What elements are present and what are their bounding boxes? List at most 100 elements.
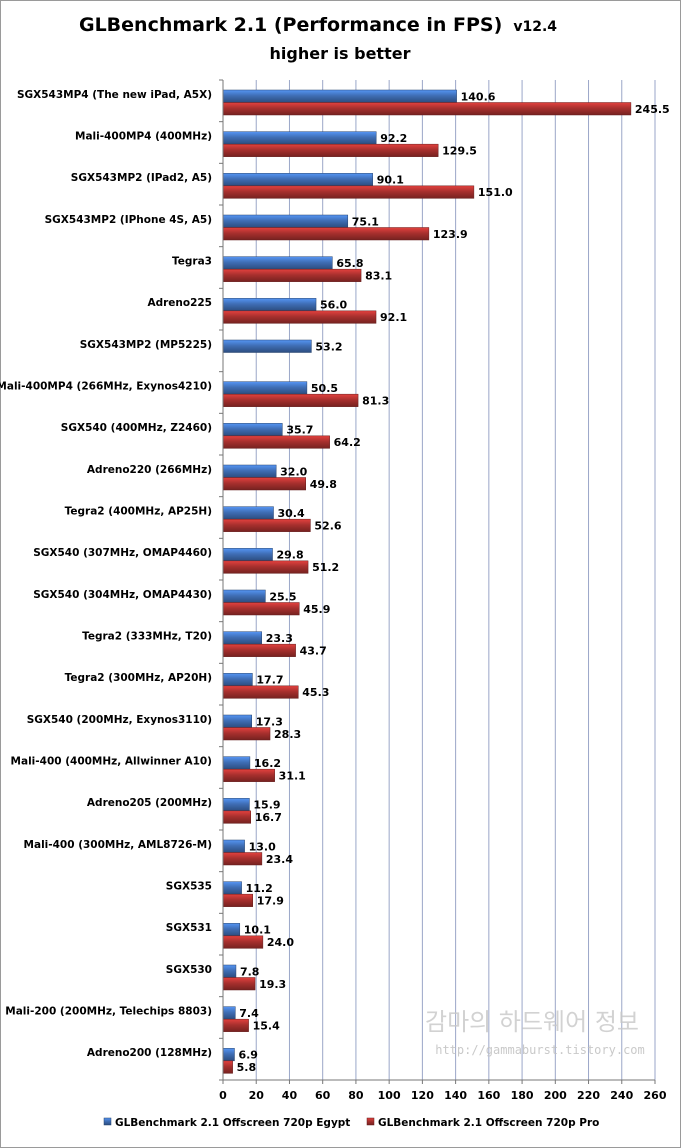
bar-pro xyxy=(222,1018,249,1032)
x-tick-label: 80 xyxy=(348,1089,364,1102)
data-label-pro: 17.9 xyxy=(257,894,284,907)
category-label: Tegra2 (400MHz, AP25H) xyxy=(65,506,212,518)
bar-egypt xyxy=(222,839,245,853)
bar-egypt xyxy=(222,1048,235,1062)
data-label-pro: 51.2 xyxy=(312,561,339,574)
gridlines xyxy=(255,80,656,1080)
data-label-pro: 245.5 xyxy=(635,103,670,116)
category-label: SGX540 (200MHz, Exynos3110) xyxy=(27,714,212,726)
bar-egypt xyxy=(222,631,262,645)
bar-pro xyxy=(222,1060,233,1074)
data-label-egypt: 75.1 xyxy=(352,215,379,228)
data-label-pro: 5.8 xyxy=(237,1061,256,1074)
watermark: 감마의 하드웨어 정보 http://gammaburst.tistory.co… xyxy=(425,1008,645,1057)
x-tick-label: 20 xyxy=(249,1089,265,1102)
x-tick-label: 220 xyxy=(577,1089,600,1102)
bar-egypt xyxy=(222,464,277,478)
bar-egypt xyxy=(222,381,308,395)
bar-egypt xyxy=(222,881,242,895)
category-label: SGX540 (307MHz, OMAP4460) xyxy=(33,547,212,559)
data-label-pro: 43.7 xyxy=(300,644,327,657)
data-label-egypt: 10.1 xyxy=(244,924,271,937)
bar-egypt xyxy=(222,964,237,978)
bar-egypt xyxy=(222,256,333,270)
bar-pro xyxy=(222,560,309,574)
data-label-egypt: 11.2 xyxy=(246,882,273,895)
data-label-pro: 23.4 xyxy=(266,853,293,866)
data-label-pro: 92.1 xyxy=(380,311,407,324)
data-label-pro: 123.9 xyxy=(433,228,468,241)
x-tick-label: 100 xyxy=(378,1089,401,1102)
data-label-egypt: 23.3 xyxy=(266,632,293,645)
bar-pro xyxy=(222,852,263,866)
category-label: SGX535 xyxy=(166,881,212,893)
chart-title-version: v12.4 xyxy=(513,19,557,35)
category-label: SGX543MP2 (IPhone 4S, A5) xyxy=(45,214,212,226)
bar-egypt xyxy=(222,214,349,228)
x-tick-label: 160 xyxy=(477,1089,500,1102)
data-label-egypt: 56.0 xyxy=(320,299,347,312)
data-label-egypt: 13.0 xyxy=(249,840,276,853)
data-label-egypt: 92.2 xyxy=(380,132,407,145)
bar-pro xyxy=(222,518,311,532)
data-label-pro: 31.1 xyxy=(279,769,306,782)
bar-pro xyxy=(222,185,475,199)
data-label-egypt: 140.6 xyxy=(461,90,496,103)
bar-pro xyxy=(222,602,300,616)
category-label: Adreno220 (266MHz) xyxy=(87,464,212,476)
bar-pro xyxy=(222,310,377,324)
data-label-pro: 81.3 xyxy=(362,394,389,407)
data-labels: 140.6 245.5 92.2 129.5 90.1 151.0 75.1 123.9 65.… xyxy=(237,90,670,1074)
data-label-pro: 28.3 xyxy=(274,728,301,741)
data-label-pro: 83.1 xyxy=(365,269,392,282)
data-label-pro: 15.4 xyxy=(253,1019,280,1032)
bar-pro xyxy=(222,810,251,824)
category-label: Adreno205 (200MHz) xyxy=(87,797,212,809)
data-label-egypt: 35.7 xyxy=(286,424,313,437)
bars xyxy=(222,89,632,1074)
bar-pro xyxy=(222,477,306,491)
data-label-egypt: 16.2 xyxy=(254,757,281,770)
bar-egypt xyxy=(222,506,274,520)
chart-title-main: GLBenchmark 2.1 (Performance in FPS) xyxy=(79,14,502,36)
bar-pro xyxy=(222,768,275,782)
bar-pro xyxy=(222,227,430,241)
bar-pro xyxy=(222,435,330,449)
legend-label-pro: GLBenchmark 2.1 Offscreen 720p Pro xyxy=(378,1117,599,1129)
bar-egypt xyxy=(222,298,317,312)
bar-pro xyxy=(222,268,362,282)
chart-title: GLBenchmark 2.1 (Performance in FPS) v12… xyxy=(79,14,557,36)
data-label-egypt: 53.2 xyxy=(315,340,342,353)
category-label: Mali-400 (300MHz, AML8726-M) xyxy=(24,839,212,851)
bar-egypt xyxy=(222,131,377,145)
x-tick-label: 0 xyxy=(219,1089,227,1102)
bar-egypt xyxy=(222,714,252,728)
data-label-pro: 45.3 xyxy=(302,686,329,699)
category-label: SGX543MP4 (The new iPad, A5X) xyxy=(17,89,212,101)
category-label: SGX531 xyxy=(166,922,212,934)
bar-pro xyxy=(222,977,256,991)
legend-swatch-pro xyxy=(366,1117,375,1126)
category-label: Tegra2 (333MHz, T20) xyxy=(82,631,212,643)
data-label-egypt: 65.8 xyxy=(336,257,363,270)
bar-egypt xyxy=(222,923,241,937)
legend: GLBenchmark 2.1 Offscreen 720p Egypt GLBe… xyxy=(103,1117,599,1129)
bar-egypt xyxy=(222,89,457,103)
bar-egypt xyxy=(222,673,253,687)
data-label-egypt: 50.5 xyxy=(311,382,338,395)
category-label: SGX530 xyxy=(166,964,212,976)
bar-pro xyxy=(222,935,264,949)
data-label-egypt: 30.4 xyxy=(278,507,305,520)
data-label-pro: 129.5 xyxy=(442,144,477,157)
category-label: Adreno200 (128MHz) xyxy=(87,1047,212,1059)
data-label-egypt: 17.3 xyxy=(256,715,283,728)
data-label-egypt: 17.7 xyxy=(256,674,283,687)
x-tick-label: 200 xyxy=(544,1089,567,1102)
x-tick-label: 40 xyxy=(282,1089,298,1102)
data-label-pro: 24.0 xyxy=(267,936,294,949)
category-label: SGX540 (304MHz, OMAP4430) xyxy=(33,589,212,601)
category-label: SGX540 (400MHz, Z2460) xyxy=(61,422,212,434)
data-label-egypt: 25.5 xyxy=(269,590,296,603)
category-labels: SGX543MP4 (The new iPad, A5X) Mali-400MP4… xyxy=(0,89,212,1059)
bar-egypt xyxy=(222,1006,236,1020)
